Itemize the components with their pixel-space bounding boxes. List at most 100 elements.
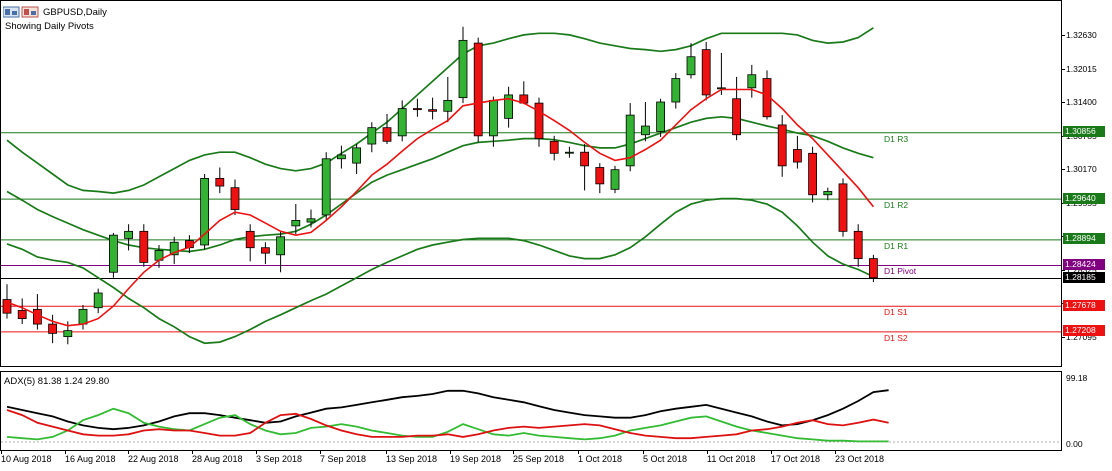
candle [412, 98, 422, 117]
candle-body [565, 151, 574, 154]
time-tick-mark [578, 451, 579, 454]
candle-body [276, 236, 286, 256]
candle-body [352, 147, 362, 164]
candle-body [367, 127, 377, 145]
time-tick-mark [65, 451, 66, 454]
price-chart-panel[interactable] [0, 0, 1062, 367]
candle-body [63, 330, 73, 338]
time-tick-mark [450, 451, 451, 454]
candle [139, 224, 149, 267]
adx-line-minusdi [6, 409, 889, 440]
price-tick-label: 1.32630 [1066, 30, 1097, 40]
time-tick-label: 19 Sep 2018 [450, 454, 502, 464]
candle-body [869, 258, 878, 279]
pivot-price-tag: 1.27678 [1063, 299, 1105, 311]
time-tick-mark [256, 451, 257, 454]
candle [869, 254, 878, 283]
bollinger-middle-line [6, 115, 874, 253]
candle-body [580, 151, 589, 167]
pivot-price-tag: 1.27208 [1063, 325, 1105, 337]
pivot-label: D1 S1 [884, 307, 908, 318]
candle-body [428, 109, 438, 112]
price-tick-mark [1062, 169, 1065, 171]
time-tick-label: 7 Sep 2018 [320, 454, 367, 464]
candle [109, 232, 118, 278]
candle-body [200, 178, 210, 246]
candle-body [2, 299, 12, 314]
adx-indicator-canvas[interactable] [1, 372, 1061, 450]
candle-body [139, 230, 149, 263]
time-tick-mark [128, 451, 129, 454]
candle [488, 96, 498, 147]
time-tick-label: 5 Oct 2018 [643, 454, 688, 464]
moving-average-line [6, 88, 875, 327]
candle [656, 98, 665, 137]
bollinger-lower-line [6, 197, 874, 345]
candle-body [306, 218, 316, 223]
candle [595, 163, 605, 194]
candle [504, 86, 514, 128]
candle [306, 209, 316, 228]
pivot-label: D1 Pivot [884, 266, 917, 277]
symbol-label: GBPUSD,Daily [43, 7, 107, 18]
candle-body [260, 247, 270, 254]
candle [641, 102, 650, 142]
candle-body [245, 230, 255, 249]
candle [838, 178, 848, 237]
candle-body [458, 39, 468, 99]
price-tick-label: 1.27095 [1066, 332, 1097, 342]
candle-body [48, 323, 57, 334]
candle-body [230, 187, 240, 210]
adx-indicator-panel[interactable] [0, 371, 1062, 451]
candle-body [534, 102, 544, 139]
candle [321, 152, 331, 221]
candle [245, 224, 255, 262]
time-tick-label: 11 Oct 2018 [707, 454, 756, 464]
candle [458, 26, 468, 104]
candle [93, 288, 103, 314]
candle-body [412, 108, 422, 111]
pivot-price-tag: 1.28894 [1063, 233, 1105, 245]
candle [260, 242, 270, 265]
pivot-price-tag: 1.30856 [1063, 126, 1105, 138]
time-tick-label: 17 Oct 2018 [771, 454, 821, 464]
price-chart-canvas[interactable] [1, 1, 1061, 366]
candle-body [671, 78, 681, 103]
pivot-label: D1 R3 [884, 133, 909, 144]
candle [549, 135, 559, 161]
candle-body [595, 167, 605, 185]
price-tick-mark [1062, 102, 1065, 104]
pivot-label: D1 S2 [884, 332, 908, 343]
candle-body [336, 154, 346, 160]
price-tick-mark [1062, 269, 1065, 271]
candle [291, 204, 301, 235]
time-tick-mark [643, 451, 644, 454]
candle [230, 179, 240, 215]
candle [534, 97, 544, 147]
candle [519, 81, 529, 105]
candle [793, 135, 802, 169]
candle-body [93, 292, 103, 309]
candle [808, 146, 817, 203]
candle [747, 64, 757, 98]
candle-body [124, 230, 133, 239]
candle [215, 167, 225, 194]
candle-body [838, 183, 848, 232]
time-tick-mark [707, 451, 708, 454]
candle-body [793, 149, 802, 163]
current-price-tag: 1.28185 [1063, 272, 1105, 284]
pivot-price-tag: 1.29640 [1063, 192, 1105, 204]
chart-window-icon [2, 6, 39, 18]
price-tick-mark [1062, 68, 1065, 70]
candle-body [610, 169, 620, 190]
candle [124, 224, 133, 251]
candle [382, 114, 392, 145]
candle-body [549, 140, 559, 154]
candle-body [78, 308, 88, 325]
candle [565, 146, 574, 158]
candle [352, 144, 362, 175]
time-tick-mark [386, 451, 387, 454]
subtitle-label: Showing Daily Pivots [5, 21, 94, 32]
time-tick-mark [771, 451, 772, 454]
pivot-price-tag: 1.28424 [1063, 258, 1105, 270]
